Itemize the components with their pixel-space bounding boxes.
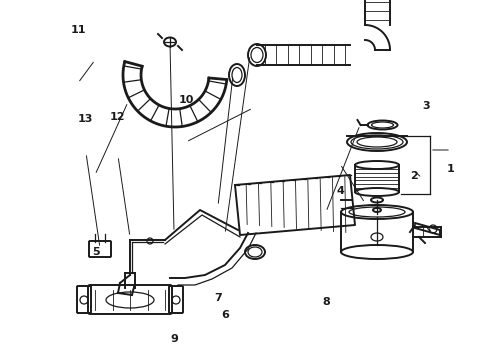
Text: 9: 9: [170, 334, 178, 344]
Text: 7: 7: [214, 293, 222, 303]
Text: 8: 8: [322, 297, 330, 307]
Text: 3: 3: [422, 101, 430, 111]
Text: 10: 10: [178, 95, 194, 105]
Text: 1: 1: [447, 164, 455, 174]
Text: 5: 5: [92, 247, 99, 257]
Text: 4: 4: [337, 186, 344, 196]
Text: 12: 12: [110, 112, 125, 122]
Text: 2: 2: [410, 171, 418, 181]
Text: 6: 6: [221, 310, 229, 320]
Text: 13: 13: [78, 114, 94, 124]
Text: 11: 11: [71, 24, 86, 35]
